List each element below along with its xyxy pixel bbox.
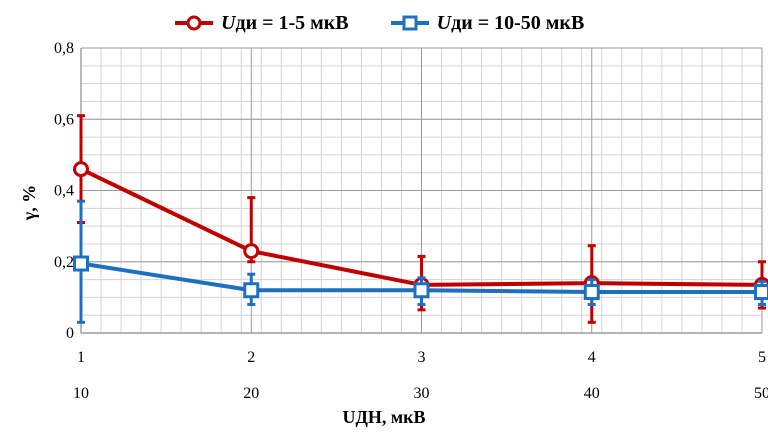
legend-label-1: ди = 1-5 мкВ <box>235 11 349 34</box>
x-tick-label-bottom: 20 <box>243 385 259 402</box>
legend-swatch-red-circle-icon <box>175 15 213 31</box>
y-axis-title: γ, % <box>19 184 40 221</box>
y-tick-label: 0,6 <box>54 111 74 128</box>
x-tick-label-top: 5 <box>758 349 766 366</box>
legend-label-1-var: U <box>221 11 236 34</box>
x-tick-label-top: 3 <box>418 349 426 366</box>
data-point <box>754 284 768 301</box>
legend-swatch-blue-square-icon <box>390 15 429 31</box>
x-tick-label-bottom: 10 <box>73 385 89 402</box>
x-tick-label-top: 1 <box>77 349 85 366</box>
legend-label-2: ди = 10-50 мкВ <box>451 11 585 34</box>
chart-grid <box>80 47 763 334</box>
legend: Uди = 1-5 мкВ Uди = 10-50 мкВ <box>175 8 735 38</box>
legend-label-2-var: U <box>436 11 452 34</box>
x-tick-label-top: 4 <box>588 349 596 366</box>
chart-series <box>73 114 768 324</box>
series-2 <box>73 199 768 324</box>
data-point <box>243 243 260 260</box>
x-tick-label-bottom: 30 <box>414 385 430 402</box>
y-tick-label: 0,2 <box>54 254 74 271</box>
x-tick-label-top: 2 <box>247 349 255 366</box>
legend-item-series-2: Uди = 10-50 мкВ <box>390 11 585 35</box>
data-point <box>73 161 89 178</box>
legend-item-series-1: Uди = 1-5 мкВ <box>175 12 349 35</box>
y-tick-label: 0 <box>66 325 74 342</box>
data-point <box>243 282 260 299</box>
chart-axes: 0 0,2 0,4 0,6 0,8 1 2 3 4 5 10 20 30 40 50 <box>54 40 768 402</box>
x-tick-label-bottom: 40 <box>584 385 600 402</box>
y-tick-label: 0,8 <box>54 40 74 57</box>
data-point <box>583 284 600 301</box>
data-point <box>73 255 89 272</box>
x-tick-label-bottom: 50 <box>754 385 768 402</box>
x-axis-title: UДН, мкВ <box>342 407 426 427</box>
data-point <box>413 282 430 299</box>
y-tick-label: 0,4 <box>54 183 74 200</box>
